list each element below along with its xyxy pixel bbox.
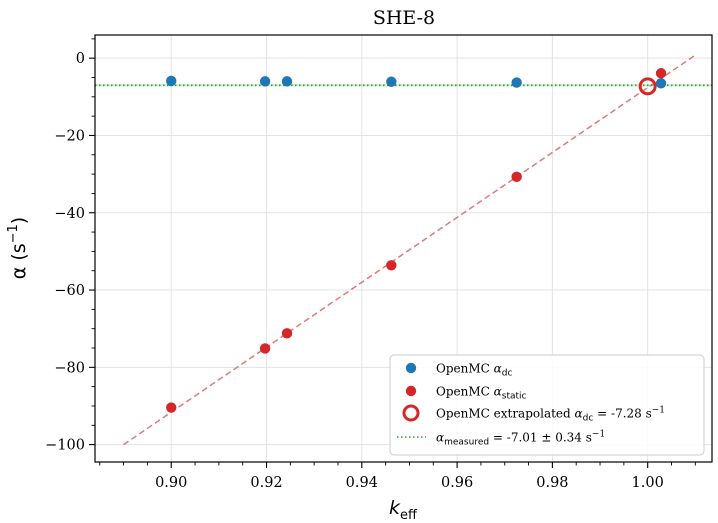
x-axis-label-base: k [389,497,401,519]
legend-label: αmeasured = -7.01 ± 0.34 s−1 [436,430,605,448]
x-axis-label-sub: eff [400,508,418,523]
x-tick-label: 0.90 [155,475,187,491]
x-axis: 0.90 0.92 0.94 0.96 0.98 1.00 [99,462,696,491]
x-tick-label: 0.94 [346,475,378,491]
y-axis-label-sup: −1 [6,224,21,243]
x-tick-label: 0.92 [250,475,282,491]
series-1-point [386,260,397,271]
y-tick-label: 0 [76,51,85,67]
legend-label: OpenMC αdc [436,362,512,379]
series-0-point [511,77,522,88]
series-0-point [259,76,271,87]
legend-label: OpenMC extrapolated αdc = -7.28 s−1 [436,406,665,424]
y-tick-label: −20 [54,128,85,144]
series-0-point [655,78,667,89]
series-1-point [655,68,667,79]
series-1-point [166,402,177,413]
series-1-point [259,343,271,354]
y-axis-label-base: α (s [8,243,30,279]
y-axis-label: α (s−1) [6,217,30,279]
fit-line-group [123,54,696,446]
x-tick-label: 0.96 [441,475,473,491]
y-tick-label: −60 [54,283,85,299]
y-axis-label-close: ) [8,217,30,224]
linear-fit-line [123,54,696,446]
legend-marker [405,362,417,374]
legend-label: OpenMC αstatic [436,385,527,402]
y-tick-label: −100 [45,438,85,454]
data-points [166,68,667,413]
series-0-point [281,76,293,87]
plot-frame [94,34,713,463]
legend: OpenMC αdc OpenMC αstatic OpenMC extrapola… [389,354,705,456]
x-tick-label: 0.98 [536,475,568,491]
x-axis-label: keff [389,497,418,523]
y-tick-label: −40 [54,206,85,222]
series-1-point [281,328,293,339]
legend-marker [402,404,420,422]
series-2-point [638,77,657,96]
series-1-point [511,171,522,183]
y-axis: 0 −20 −40 −60 −80 −100 [45,38,95,454]
y-tick-label: −80 [54,360,85,376]
series-0-point [166,75,177,87]
legend-box [389,354,705,456]
x-tick-label: 1.00 [632,475,664,491]
legend-marker [405,385,417,397]
series-0-point [386,76,397,87]
chart-title: SHE-8 [373,7,435,29]
